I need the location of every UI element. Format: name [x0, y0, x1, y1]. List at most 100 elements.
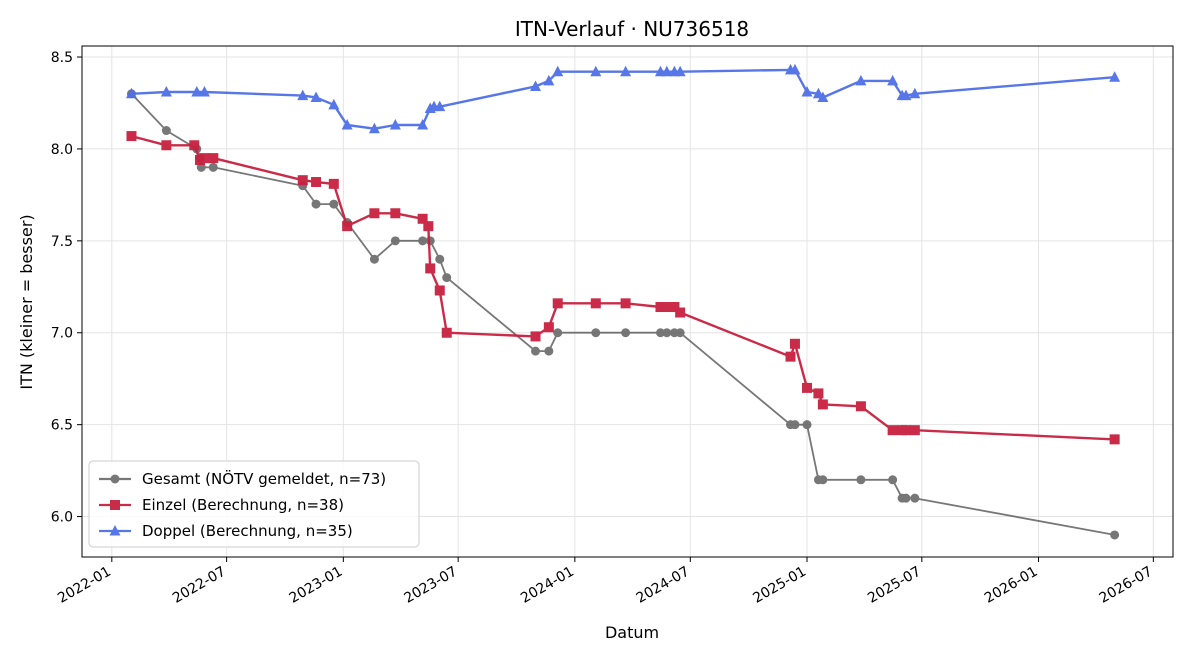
data-point-einzel	[675, 307, 686, 318]
data-point-doppel	[297, 89, 309, 101]
legend-marker	[110, 474, 120, 484]
data-point-einzel	[189, 140, 200, 151]
series-line-doppel	[131, 68, 1115, 130]
data-point-doppel	[661, 65, 673, 77]
data-point-gesamt	[435, 254, 445, 264]
y-tick-label: 7.0	[51, 326, 73, 342]
data-point-einzel	[342, 221, 353, 232]
data-point-doppel	[789, 63, 801, 75]
data-point-gesamt	[544, 346, 554, 356]
data-point-einzel	[328, 178, 339, 189]
data-point-einzel	[789, 338, 800, 349]
data-point-einzel	[900, 425, 911, 436]
data-point-gesamt	[1110, 530, 1120, 540]
data-point-einzel	[802, 382, 813, 393]
data-point-einzel	[434, 285, 445, 296]
data-point-doppel	[620, 65, 632, 77]
series-doppel	[125, 63, 1121, 134]
series-einzel	[126, 131, 1120, 445]
data-point-doppel	[328, 98, 340, 110]
data-point-gesamt	[675, 328, 685, 338]
data-point-gesamt	[442, 273, 452, 283]
data-point-einzel	[661, 302, 672, 313]
data-point-einzel	[543, 322, 554, 333]
data-point-gesamt	[856, 475, 866, 485]
data-point-doppel	[160, 85, 172, 97]
data-point-gesamt	[655, 328, 665, 338]
data-point-doppel	[801, 85, 813, 97]
data-point-gesamt	[591, 328, 601, 338]
data-point-gesamt	[390, 236, 400, 246]
y-axis-label: ITN (kleiner = besser)	[17, 214, 36, 389]
data-point-einzel	[620, 298, 631, 309]
data-point-einzel	[423, 221, 434, 232]
data-point-gesamt	[208, 162, 218, 172]
data-point-doppel	[909, 87, 921, 99]
y-tick-label: 6.0	[51, 510, 73, 526]
data-point-einzel	[208, 153, 219, 164]
data-point-doppel	[389, 119, 401, 130]
x-axis-label: Datum	[605, 623, 659, 642]
data-point-gesamt	[418, 236, 428, 246]
data-point-gesamt	[369, 254, 379, 264]
legend-marker	[110, 500, 120, 510]
legend-label-gesamt: Gesamt (NÖTV gemeldet, n=73)	[142, 469, 386, 488]
legend-box	[88, 460, 420, 548]
data-point-gesamt	[888, 475, 898, 485]
plot-area-frame	[81, 45, 1174, 558]
legend-swatch-doppel	[99, 525, 131, 536]
data-point-doppel	[530, 80, 542, 91]
data-point-einzel	[530, 331, 541, 342]
series-group	[125, 63, 1121, 540]
data-point-doppel	[198, 85, 210, 97]
data-point-doppel	[368, 122, 380, 134]
legend-label-doppel: Doppel (Berechnung, n=35)	[142, 522, 353, 540]
data-point-doppel	[590, 65, 602, 77]
data-point-einzel	[425, 263, 436, 274]
data-point-einzel	[390, 208, 401, 219]
data-point-gesamt	[818, 475, 828, 485]
data-point-doppel	[310, 91, 322, 102]
series-line-gesamt	[130, 93, 1115, 536]
chart-title: ITN-Verlauf · NU736518	[515, 17, 749, 41]
data-point-einzel	[297, 175, 308, 186]
legend-label-einzel: Einzel (Berechnung, n=38)	[142, 496, 344, 514]
data-point-doppel	[434, 100, 446, 112]
data-point-gesamt	[901, 493, 911, 503]
y-tick-label: 7.5	[51, 234, 73, 250]
data-point-doppel	[900, 89, 912, 101]
data-point-einzel	[909, 425, 920, 436]
data-point-gesamt	[311, 199, 321, 209]
legend-swatch-gesamt	[99, 474, 131, 484]
data-point-gesamt	[790, 420, 800, 430]
data-point-gesamt	[531, 346, 541, 356]
data-point-doppel	[887, 74, 899, 86]
data-point-doppel	[341, 119, 353, 130]
data-point-gesamt	[802, 420, 812, 430]
y-tick-label: 8.5	[51, 50, 73, 66]
data-point-gesamt	[662, 328, 672, 338]
data-point-einzel	[669, 302, 680, 313]
data-point-einzel	[813, 388, 824, 399]
y-tick-label: 6.5	[51, 418, 73, 434]
data-point-einzel	[441, 327, 452, 338]
data-point-einzel	[161, 140, 172, 151]
data-point-doppel	[552, 65, 564, 77]
data-point-einzel	[199, 153, 210, 164]
data-point-doppel	[125, 87, 137, 99]
data-point-einzel	[785, 351, 796, 362]
data-point-doppel	[855, 74, 867, 86]
data-point-gesamt	[329, 199, 339, 209]
data-point-einzel	[655, 302, 666, 313]
data-point-doppel	[817, 91, 829, 102]
data-point-einzel	[1109, 434, 1120, 445]
data-point-gesamt	[161, 126, 171, 136]
data-point-einzel	[417, 213, 428, 224]
data-point-gesamt	[196, 162, 206, 172]
data-point-doppel	[543, 74, 555, 86]
data-point-gesamt	[553, 328, 563, 338]
y-tick-label: 8.0	[51, 142, 73, 158]
data-point-einzel	[552, 298, 563, 309]
